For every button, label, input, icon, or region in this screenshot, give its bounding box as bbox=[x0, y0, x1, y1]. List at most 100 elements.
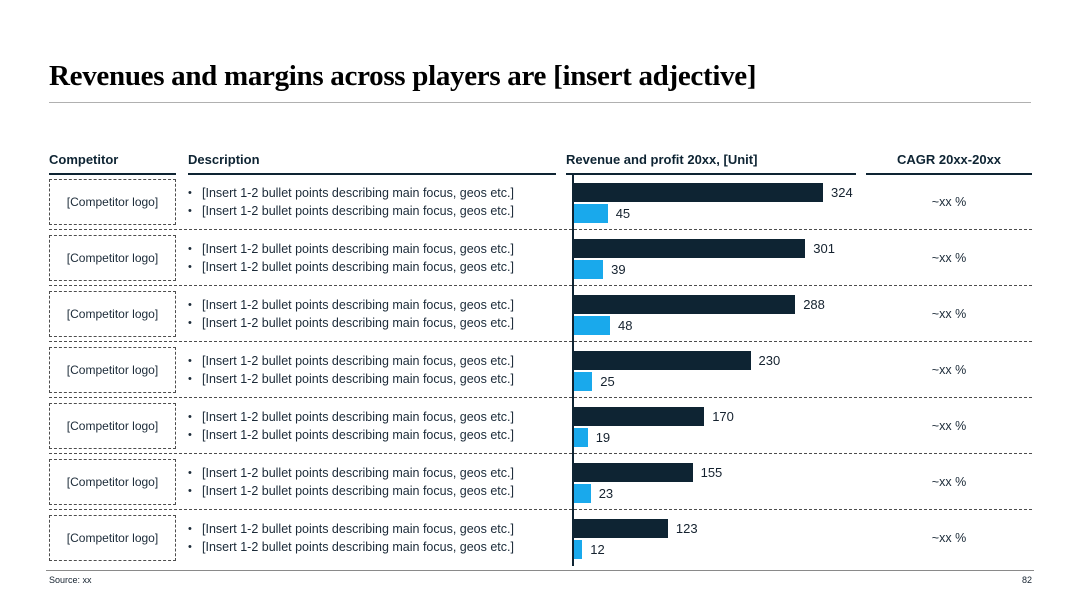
competitor-logo-placeholder: [Competitor logo] bbox=[49, 235, 176, 281]
bullet-icon: • bbox=[188, 372, 192, 385]
bullet-text: [Insert 1-2 bullet points describing mai… bbox=[202, 371, 514, 386]
bullet-icon: • bbox=[188, 316, 192, 329]
revenue-bar bbox=[573, 183, 823, 202]
revenue-value-label: 123 bbox=[675, 521, 698, 536]
bullet-icon: • bbox=[188, 466, 192, 479]
competitor-row: [Competitor logo] • [Insert 1-2 bullet poi… bbox=[49, 510, 1032, 566]
bullet-item: • [Insert 1-2 bullet points describing ma… bbox=[188, 352, 514, 370]
bullet-text: [Insert 1-2 bullet points describing mai… bbox=[202, 203, 514, 218]
bullet-text: [Insert 1-2 bullet points describing mai… bbox=[202, 409, 514, 424]
bullet-item: • [Insert 1-2 bullet points describing ma… bbox=[188, 464, 514, 482]
bullet-icon: • bbox=[188, 298, 192, 311]
competitor-row: [Competitor logo] • [Insert 1-2 bullet poi… bbox=[49, 342, 1032, 398]
bullet-text: [Insert 1-2 bullet points describing mai… bbox=[202, 427, 514, 442]
revenue-bar bbox=[573, 295, 796, 314]
profit-bar bbox=[573, 204, 608, 223]
description-bullets: • [Insert 1-2 bullet points describing ma… bbox=[188, 240, 514, 276]
header-cagr: CAGR 20xx-20xx bbox=[866, 140, 1032, 175]
competitor-row: [Competitor logo] • [Insert 1-2 bullet poi… bbox=[49, 286, 1032, 342]
competitor-row: [Competitor logo] • [Insert 1-2 bullet poi… bbox=[49, 230, 1032, 286]
profit-bar bbox=[573, 260, 604, 279]
bullet-text: [Insert 1-2 bullet points describing mai… bbox=[202, 353, 514, 368]
bullet-text: [Insert 1-2 bullet points describing mai… bbox=[202, 540, 514, 554]
source-note: Source: xx bbox=[49, 575, 92, 585]
bullet-text: [Insert 1-2 bullet points describing mai… bbox=[202, 241, 514, 256]
profit-bar bbox=[573, 372, 593, 391]
bullet-icon: • bbox=[188, 260, 192, 273]
bullet-icon: • bbox=[188, 484, 192, 497]
profit-value-label: 12 bbox=[590, 542, 605, 557]
profit-value-label: 45 bbox=[615, 206, 631, 221]
bullet-text: [Insert 1-2 bullet points describing mai… bbox=[202, 483, 514, 498]
revenue-value-label: 155 bbox=[700, 465, 723, 480]
description-bullets: • [Insert 1-2 bullet points describing ma… bbox=[188, 296, 514, 332]
competitor-logo-placeholder: [Competitor logo] bbox=[49, 291, 176, 337]
description-bullets: • [Insert 1-2 bullet points describing ma… bbox=[188, 464, 514, 500]
revenue-bar bbox=[573, 239, 806, 258]
bullet-text: [Insert 1-2 bullet points describing mai… bbox=[202, 259, 514, 274]
revenue-value-label: 288 bbox=[803, 297, 825, 312]
revenue-value-label: 324 bbox=[831, 185, 853, 200]
cagr-value: ~xx % bbox=[931, 251, 967, 265]
description-bullets: • [Insert 1-2 bullet points describing ma… bbox=[188, 408, 514, 444]
slide-title: Revenues and margins across players are … bbox=[49, 60, 757, 92]
bullet-icon: • bbox=[188, 410, 192, 423]
profit-value-label: 25 bbox=[600, 374, 615, 389]
description-bullets: • [Insert 1-2 bullet points describing ma… bbox=[188, 520, 514, 556]
bullet-icon: • bbox=[188, 428, 192, 441]
bullet-icon: • bbox=[188, 186, 192, 199]
bullet-item: • [Insert 1-2 bullet points describing ma… bbox=[188, 258, 514, 276]
competitor-logo-placeholder: [Competitor logo] bbox=[49, 179, 176, 225]
header-description: Description bbox=[188, 140, 556, 175]
chart-axis-line bbox=[572, 174, 574, 566]
description-bullets: • [Insert 1-2 bullet points describing ma… bbox=[188, 184, 514, 220]
bullet-item: • [Insert 1-2 bullet points describing ma… bbox=[188, 538, 514, 556]
header-revenue: Revenue and profit 20xx, [Unit] bbox=[566, 140, 856, 175]
cagr-value: ~xx % bbox=[931, 531, 967, 545]
footer-divider bbox=[46, 570, 1034, 571]
profit-value-label: 48 bbox=[618, 318, 633, 333]
bullet-icon: • bbox=[188, 242, 192, 255]
bullet-icon: • bbox=[188, 354, 192, 367]
bullet-text: [Insert 1-2 bullet points describing mai… bbox=[202, 315, 514, 330]
bullet-item: • [Insert 1-2 bullet points describing ma… bbox=[188, 482, 514, 500]
page-number: 82 bbox=[1021, 575, 1032, 585]
table-rows: [Competitor logo] • [Insert 1-2 bullet poi… bbox=[49, 174, 1032, 566]
bullet-text: [Insert 1-2 bullet points describing mai… bbox=[202, 297, 514, 312]
profit-bar bbox=[573, 428, 588, 447]
bullet-item: • [Insert 1-2 bullet points describing ma… bbox=[188, 296, 514, 314]
bullet-icon: • bbox=[188, 541, 192, 553]
competitor-logo-placeholder: [Competitor logo] bbox=[49, 403, 176, 449]
header-competitor: Competitor bbox=[49, 140, 176, 175]
cagr-value: ~xx % bbox=[931, 307, 967, 321]
bullet-text: [Insert 1-2 bullet points describing mai… bbox=[202, 465, 514, 480]
competitor-logo-placeholder: [Competitor logo] bbox=[49, 459, 176, 505]
bullet-item: • [Insert 1-2 bullet points describing ma… bbox=[188, 314, 514, 332]
competitor-row: [Competitor logo] • [Insert 1-2 bullet poi… bbox=[49, 454, 1032, 510]
bullet-text: [Insert 1-2 bullet points describing mai… bbox=[202, 522, 514, 536]
revenue-value-label: 170 bbox=[712, 409, 734, 424]
cagr-value: ~xx % bbox=[931, 419, 967, 433]
revenue-value-label: 301 bbox=[813, 241, 835, 256]
revenue-bar bbox=[573, 463, 693, 482]
revenue-value-label: 230 bbox=[758, 353, 781, 368]
cagr-value: ~xx % bbox=[931, 475, 967, 489]
competitor-logo-placeholder: [Competitor logo] bbox=[49, 347, 176, 393]
bullet-text: [Insert 1-2 bullet points describing mai… bbox=[202, 185, 514, 200]
cagr-value: ~xx % bbox=[931, 363, 967, 377]
bullet-item: • [Insert 1-2 bullet points describing ma… bbox=[188, 370, 514, 388]
bullet-item: • [Insert 1-2 bullet points describing ma… bbox=[188, 240, 514, 258]
profit-bar bbox=[573, 540, 583, 559]
competitor-logo-placeholder: [Competitor logo] bbox=[49, 515, 176, 561]
revenue-bar bbox=[573, 351, 751, 370]
competitor-row: [Competitor logo] • [Insert 1-2 bullet poi… bbox=[49, 398, 1032, 454]
profit-bar bbox=[573, 484, 591, 503]
profit-value-label: 19 bbox=[595, 430, 611, 445]
profit-value-label: 39 bbox=[611, 262, 626, 277]
bullet-icon: • bbox=[188, 523, 192, 535]
revenue-bar bbox=[573, 407, 705, 426]
bullet-item: • [Insert 1-2 bullet points describing ma… bbox=[188, 520, 514, 538]
revenue-bar bbox=[573, 519, 668, 538]
profit-bar bbox=[573, 316, 610, 335]
